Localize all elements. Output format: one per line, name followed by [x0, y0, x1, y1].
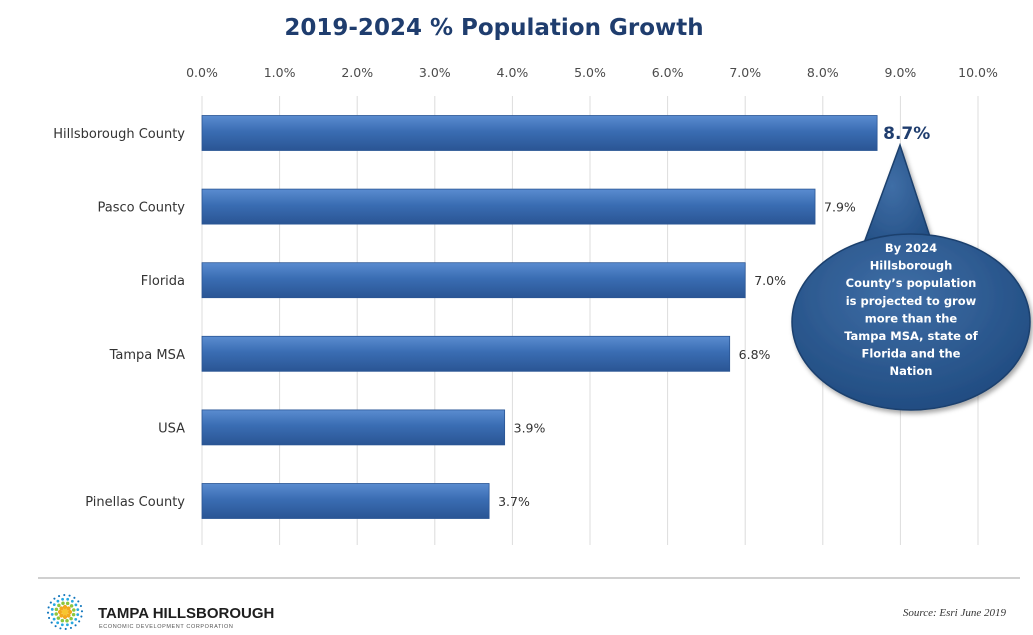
x-tick-label: 2.0% [341, 65, 373, 80]
callout-text: By 2024 Hillsborough County’s population is… [844, 241, 979, 378]
category-label: USA [158, 421, 185, 436]
sunburst-icon [46, 593, 84, 631]
data-label: 3.9% [514, 420, 546, 435]
x-tick-label: 0.0% [186, 65, 218, 80]
logo: TAMPA HILLSBOROUGH ECONOMIC DEVELOPMENT … [46, 593, 274, 631]
category-labels: Hillsborough County Pasco County Florida Ta… [53, 127, 185, 510]
bar [201, 115, 878, 151]
data-label: 7.9% [824, 200, 856, 215]
callout-line: Hillsborough [870, 259, 953, 273]
bar [201, 335, 731, 372]
category-label: Florida [141, 274, 185, 289]
callout [791, 142, 1031, 411]
bar [201, 262, 746, 299]
x-tick-label: 5.0% [574, 65, 606, 80]
bar [201, 188, 816, 225]
data-label: 6.8% [739, 347, 771, 362]
callout-line: Nation [890, 364, 933, 378]
x-tick-label: 3.0% [419, 65, 451, 80]
callout-line: Florida and the [862, 347, 961, 361]
logo-subtitle: ECONOMIC DEVELOPMENT CORPORATION [99, 624, 234, 630]
callout-line: County’s population [846, 276, 977, 290]
x-tick-label: 10.0% [958, 65, 998, 80]
callout-line: is projected to grow [846, 294, 977, 308]
x-tick-label: 1.0% [264, 65, 296, 80]
callout-line: more than the [865, 311, 958, 325]
category-label: Hillsborough County [53, 127, 185, 142]
callout-line: By 2024 [885, 241, 937, 255]
bars [201, 115, 878, 519]
x-axis-ticks: 0.0% 1.0% 2.0% 3.0% 4.0% 5.0% 6.0% 7.0% 8.0% 9.0%… [186, 65, 998, 80]
callout-bubble [791, 233, 1031, 411]
logo-name: TAMPA HILLSBOROUGH [98, 605, 274, 622]
category-label: Pinellas County [85, 495, 185, 510]
x-tick-label: 9.0% [885, 65, 917, 80]
x-tick-label: 6.0% [652, 65, 684, 80]
category-label: Tampa MSA [109, 348, 185, 363]
chart-title: 2019-2024 % Population Growth [284, 15, 703, 41]
data-labels: 8.7% 7.9% 7.0% 6.8% 3.9% 3.7% [498, 124, 930, 509]
x-tick-label: 4.0% [497, 65, 529, 80]
callout-line: Tampa MSA, state of [844, 329, 979, 343]
data-label: 3.7% [498, 494, 530, 509]
data-label: 8.7% [883, 124, 930, 144]
x-tick-label: 8.0% [807, 65, 839, 80]
data-label: 7.0% [754, 273, 786, 288]
x-tick-label: 7.0% [729, 65, 761, 80]
category-label: Pasco County [97, 201, 185, 216]
bar [201, 409, 506, 446]
bar [201, 483, 490, 519]
source-note: Source: Esri June 2019 [903, 607, 1007, 619]
